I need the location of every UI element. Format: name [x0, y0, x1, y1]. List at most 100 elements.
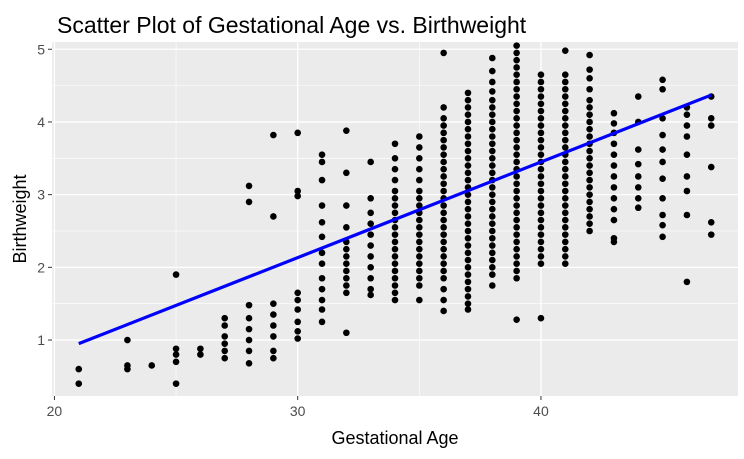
- data-point: [634, 146, 642, 153]
- data-point: [513, 136, 520, 144]
- data-point: [561, 136, 569, 144]
- data-point: [561, 107, 569, 115]
- data-point: [513, 224, 520, 231]
- data-point: [513, 71, 520, 79]
- data-point: [561, 71, 569, 79]
- data-point: [634, 160, 642, 168]
- data-point: [391, 140, 399, 148]
- data-point: [659, 194, 666, 202]
- data-point: [489, 104, 496, 111]
- data-point: [610, 120, 618, 127]
- data-point: [245, 336, 253, 344]
- data-point: [464, 198, 472, 206]
- data-point: [367, 231, 374, 238]
- data-point: [537, 231, 545, 238]
- data-point: [489, 78, 496, 86]
- data-point: [367, 209, 374, 217]
- data-point: [416, 231, 423, 238]
- data-point: [513, 129, 520, 137]
- data-point: [124, 365, 131, 373]
- data-point: [440, 260, 447, 268]
- data-point: [561, 129, 569, 137]
- data-point: [586, 205, 593, 213]
- data-point: [513, 216, 520, 224]
- data-point: [586, 104, 593, 111]
- data-point: [513, 274, 520, 282]
- data-point: [416, 202, 423, 209]
- data-point: [537, 238, 545, 246]
- data-point: [489, 67, 496, 75]
- data-point: [318, 306, 326, 313]
- data-point: [294, 192, 301, 200]
- data-point: [537, 216, 545, 224]
- data-point: [586, 176, 593, 184]
- data-point: [561, 238, 569, 246]
- data-point: [586, 85, 593, 93]
- data-point: [537, 173, 545, 180]
- data-point: [440, 129, 447, 137]
- data-point: [537, 78, 545, 86]
- data-point: [391, 289, 399, 297]
- data-point: [416, 282, 423, 289]
- data-point: [489, 282, 496, 289]
- data-point: [489, 249, 496, 257]
- x-axis-label: Gestational Age: [331, 428, 458, 448]
- data-point: [610, 162, 618, 169]
- data-point: [172, 358, 180, 366]
- data-point: [489, 96, 496, 104]
- data-point: [294, 187, 301, 195]
- data-point: [416, 274, 423, 282]
- data-point: [440, 245, 447, 253]
- data-point: [659, 85, 666, 93]
- data-point: [464, 111, 472, 118]
- data-point: [537, 253, 545, 260]
- data-point: [537, 129, 545, 137]
- data-point: [561, 100, 569, 108]
- data-point: [683, 122, 691, 129]
- data-point: [440, 231, 447, 238]
- data-point: [318, 285, 326, 293]
- data-point: [391, 202, 399, 209]
- data-point: [343, 169, 350, 177]
- data-point: [416, 133, 423, 140]
- data-point: [343, 202, 350, 209]
- data-point: [318, 158, 326, 166]
- data-point: [537, 260, 545, 268]
- data-point: [489, 234, 496, 242]
- data-point: [245, 314, 253, 322]
- data-point: [683, 187, 691, 195]
- data-point: [440, 151, 447, 158]
- data-point: [537, 107, 545, 115]
- data-point: [440, 115, 447, 122]
- data-point: [561, 231, 569, 238]
- data-point: [416, 194, 423, 202]
- data-point: [707, 115, 715, 122]
- data-point: [440, 296, 447, 304]
- data-point: [513, 158, 520, 166]
- data-point: [489, 213, 496, 220]
- data-point: [440, 202, 447, 209]
- data-point: [343, 289, 350, 297]
- data-point: [513, 107, 520, 115]
- data-point: [586, 198, 593, 206]
- data-point: [707, 231, 715, 238]
- data-point: [610, 109, 618, 117]
- data-point: [391, 176, 399, 184]
- data-point: [440, 144, 447, 151]
- data-point: [586, 162, 593, 169]
- data-point: [318, 176, 326, 184]
- data-point: [561, 93, 569, 100]
- data-point: [294, 318, 301, 326]
- data-point: [294, 129, 301, 137]
- data-point: [489, 227, 496, 235]
- data-point: [683, 151, 691, 158]
- data-point: [197, 351, 204, 358]
- data-point: [561, 85, 569, 93]
- y-tick-label: 3: [37, 187, 45, 203]
- data-point: [245, 182, 253, 190]
- data-point: [586, 155, 593, 162]
- data-point: [391, 194, 399, 202]
- data-point: [464, 278, 472, 286]
- data-point: [513, 42, 520, 49]
- data-point: [416, 245, 423, 253]
